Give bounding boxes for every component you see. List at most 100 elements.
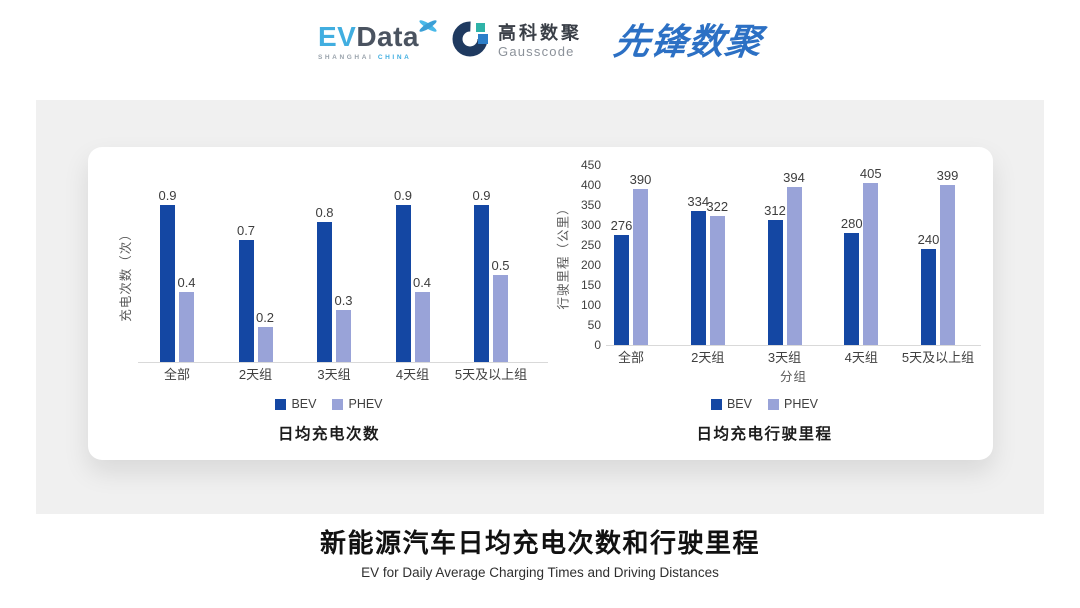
y-axis-label-text: 充电次数（次） xyxy=(118,227,133,322)
bar-group: 312 394 xyxy=(764,171,805,345)
bar-value-label: 334 xyxy=(687,194,710,210)
legend-label: PHEV xyxy=(783,397,819,411)
legend-item: PHEV xyxy=(767,397,819,411)
bar-value-label: 0.9 xyxy=(393,187,413,203)
legend-item: BEV xyxy=(275,397,316,411)
legend-label: BEV xyxy=(291,397,317,411)
y-axis-label: 行驶里程（公里） xyxy=(548,165,576,345)
bar-column: 0.8 xyxy=(315,205,334,362)
logo-xianfeng: 先锋数聚 xyxy=(611,20,765,62)
bar-phev xyxy=(633,189,648,345)
gausscode-g-icon xyxy=(451,20,489,63)
legend-label: BEV xyxy=(726,397,752,411)
plot-area: 0.9 0.4 0.7 0.2 0.8 0.3 0.9 0.4 0.9 0.5 xyxy=(138,187,548,363)
evdata-subtext-china: CHINA xyxy=(377,53,412,61)
page-title: 新能源汽车日均充电次数和行驶里程 xyxy=(319,528,760,558)
bar-column: 390 xyxy=(630,173,651,345)
bar-column: 0.9 xyxy=(158,187,177,362)
evdata-wordmark-data: Data xyxy=(356,20,420,52)
legend-swatch xyxy=(767,398,779,410)
bar-column: 276 xyxy=(611,219,632,345)
legend: BEV PHEV xyxy=(110,397,548,411)
category-label: 全部 xyxy=(163,366,190,382)
y-tick-label: 300 xyxy=(580,218,601,232)
category-label: 全部 xyxy=(617,349,644,365)
y-tick-label: 400 xyxy=(580,178,601,192)
bar-phev xyxy=(863,183,879,345)
bar-column: 0.7 xyxy=(237,224,255,362)
gausscode-cn-name: 高科数聚 xyxy=(498,22,583,43)
chart-title: 日均充电次数 xyxy=(277,426,380,443)
categories-row: 全部 2天组 3天组 4天组 5天及以上组 xyxy=(138,363,548,383)
bar-bev xyxy=(767,220,783,345)
plot-column: 276 390 334 322 312 394 280 405 240 399 全部 2天组 3天组 4… xyxy=(606,165,981,384)
bar-phev xyxy=(940,185,955,345)
bar-value-label: 0.2 xyxy=(255,310,275,325)
bar-bev xyxy=(921,249,936,345)
evdata-wordmark-ev: EV xyxy=(317,20,357,52)
bar-value-label: 312 xyxy=(764,203,786,219)
bar-group: 0.9 0.5 xyxy=(472,189,510,362)
bar-value-label: 0.4 xyxy=(412,275,432,290)
chart-driving-distance: 行驶里程（公里） 0 50 100 150 200 250 300 350 400 450 276… xyxy=(548,147,981,460)
bar-column: 0.4 xyxy=(412,275,432,362)
bar-phev xyxy=(786,187,802,345)
y-tick-label: 350 xyxy=(580,198,601,212)
bar-group: 276 390 xyxy=(611,173,651,345)
chart-body: 充电次数（次） 0.9 0.4 0.7 0.2 0.8 0.3 0.9 0.4 0.9 0.5 全… xyxy=(110,187,548,383)
legend-item: BEV xyxy=(710,397,752,411)
bar-value-label: 0.5 xyxy=(491,257,510,273)
bar-value-label: 280 xyxy=(840,216,863,231)
bar-bev xyxy=(690,211,706,345)
bar-column: 280 xyxy=(841,217,863,345)
bar-bev xyxy=(238,239,254,362)
bar-phev xyxy=(336,309,351,362)
bar-group: 240 399 xyxy=(917,169,958,345)
legend-swatch xyxy=(275,398,287,410)
bar-value-label: 0.4 xyxy=(177,275,196,290)
plot-column: 0.9 0.4 0.7 0.2 0.8 0.3 0.9 0.4 0.9 0.5 全部 2天组 3天组 4… xyxy=(138,187,548,383)
y-tick-label: 150 xyxy=(580,278,601,292)
bar-column: 394 xyxy=(783,171,805,345)
bar-value-label: 240 xyxy=(917,232,940,247)
bar-value-label: 394 xyxy=(783,170,805,186)
legend-label: PHEV xyxy=(348,397,383,411)
category-label: 2天组 xyxy=(691,349,725,365)
y-tick-label: 450 xyxy=(580,158,601,172)
bar-value-label: 276 xyxy=(610,217,633,233)
bar-bev xyxy=(317,222,332,362)
bar-value-label: 0.8 xyxy=(315,205,334,220)
bar-column: 399 xyxy=(937,169,958,345)
charts-row: 充电次数（次） 0.9 0.4 0.7 0.2 0.8 0.3 0.9 0.4 0.9 0.5 全… xyxy=(88,147,993,460)
category-label: 5天及以上组 xyxy=(454,366,528,382)
logo-gausscode: 高科数聚 Gausscode xyxy=(451,20,582,63)
evdata-subtext-shanghai: SHANGHAI xyxy=(317,53,374,61)
bar-value-label: 399 xyxy=(936,168,959,184)
legend: BEV PHEV xyxy=(548,397,981,411)
bar-phev xyxy=(179,292,194,362)
chart-title: 日均充电行驶里程 xyxy=(696,426,833,443)
bar-group: 0.7 0.2 xyxy=(237,224,275,362)
pinwheel-star-icon xyxy=(417,15,439,41)
page-subtitle: EV for Daily Average Charging Times and … xyxy=(361,564,719,580)
evdata-subtext: SHANGHAI CHINA xyxy=(318,54,419,61)
bar-group: 0.8 0.3 xyxy=(315,205,353,362)
bar-value-label: 0.9 xyxy=(158,187,177,203)
bar-bev xyxy=(160,204,175,362)
bar-column: 312 xyxy=(764,204,786,345)
legend-item: PHEV xyxy=(332,397,383,411)
y-tick-label: 50 xyxy=(587,318,601,332)
bar-bev xyxy=(395,204,411,362)
legend-swatch xyxy=(710,398,722,410)
bar-column: 0.9 xyxy=(393,187,413,362)
bar-phev xyxy=(414,292,430,362)
bar-column: 0.4 xyxy=(177,275,196,362)
bar-bev xyxy=(844,233,860,345)
logo-header: EV Data SHANGHAI CHINA 高科数聚 Gausscode xyxy=(0,19,1080,63)
bar-column: 0.2 xyxy=(255,310,275,362)
bar-column: 0.5 xyxy=(491,257,510,362)
footer: 新能源汽车日均充电次数和行驶里程 EV for Daily Average Ch… xyxy=(0,527,1080,580)
legend-swatch xyxy=(332,398,344,410)
plot-area: 276 390 334 322 312 394 280 405 240 399 xyxy=(606,165,981,346)
category-label: 5天及以上组 xyxy=(901,349,975,365)
